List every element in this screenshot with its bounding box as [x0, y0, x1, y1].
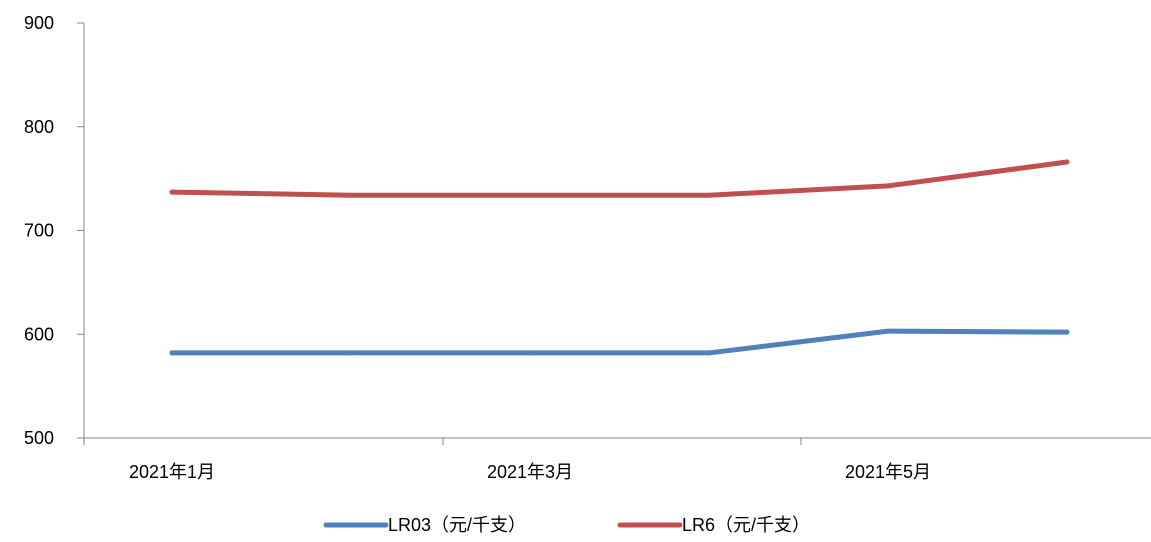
- series-line: [169, 328, 1070, 356]
- y-tick-label: 800: [24, 117, 54, 137]
- x-tick-label: 2021年5月: [845, 462, 931, 482]
- y-tick-label: 700: [24, 221, 54, 241]
- data-point: [348, 192, 354, 198]
- data-point: [706, 192, 712, 198]
- data-point: [348, 350, 354, 356]
- series-lines: [169, 159, 1070, 356]
- y-axis-ticks: 500 600 700 800 900: [24, 13, 84, 448]
- x-tick-label: 2021年1月: [129, 462, 215, 482]
- chart-axes: [83, 23, 1151, 439]
- data-point: [169, 189, 175, 195]
- series-group: [169, 159, 1070, 198]
- y-tick-label: 500: [24, 428, 54, 448]
- data-point: [885, 183, 891, 189]
- x-axis-ticks: 2021年1月 2021年3月 2021年5月: [83, 438, 931, 482]
- data-point: [885, 328, 891, 334]
- data-point: [527, 350, 533, 356]
- data-point: [706, 350, 712, 356]
- data-point: [169, 350, 175, 356]
- data-point: [527, 192, 533, 198]
- series-group: [169, 328, 1070, 356]
- series-line: [169, 159, 1070, 198]
- y-tick-label: 600: [24, 324, 54, 344]
- legend-label: LR03（元/千支）: [388, 515, 526, 535]
- x-tick-label: 2021年3月: [487, 462, 573, 482]
- legend-label: LR6（元/千支）: [682, 515, 810, 535]
- data-point: [1064, 329, 1070, 335]
- y-tick-label: 900: [24, 13, 54, 33]
- legend: LR03（元/千支） LR6（元/千支）: [323, 515, 810, 535]
- data-point: [1064, 159, 1070, 165]
